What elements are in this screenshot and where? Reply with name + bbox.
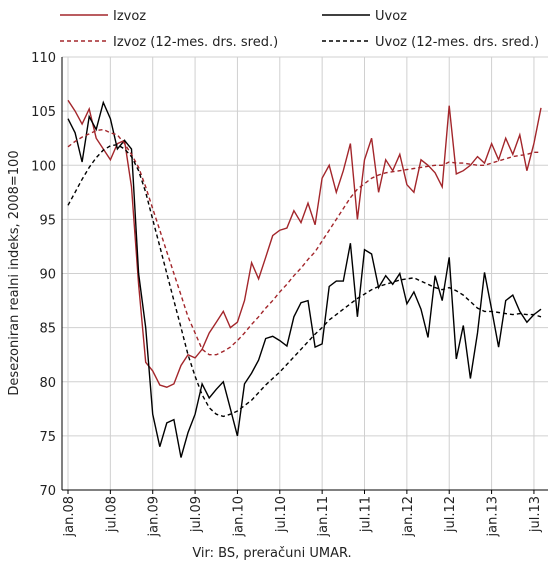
x-tick-label: jan.11 <box>316 496 331 538</box>
series-line <box>67 99 542 388</box>
y-tick-label: 95 <box>39 213 56 228</box>
y-tick-label: 90 <box>39 268 56 283</box>
series-line <box>67 100 542 458</box>
y-tick-label: 105 <box>31 105 56 120</box>
x-tick-label: jul.11 <box>359 496 374 533</box>
legend-label: Izvoz <box>113 9 146 24</box>
legend-label: Izvoz (12-mes. drs. sred.) <box>113 35 278 50</box>
y-tick-label: 70 <box>39 484 56 499</box>
legend-label: Uvoz (12-mes. drs. sred.) <box>375 35 539 50</box>
x-tick-label: jan.10 <box>231 496 246 538</box>
x-tick-label: jan.08 <box>62 496 77 538</box>
x-tick-label: jul.09 <box>189 496 204 533</box>
y-tick-label: 100 <box>31 159 56 174</box>
x-tick-label: jul.12 <box>443 496 458 533</box>
x-tick-label: jan.09 <box>147 496 162 538</box>
y-tick-label: 85 <box>39 322 56 337</box>
x-tick-label: jan.12 <box>401 496 416 538</box>
y-tick-label: 75 <box>39 430 56 445</box>
y-tick-label: 80 <box>39 376 56 391</box>
series-line <box>67 143 542 418</box>
x-tick-label: jan.13 <box>486 496 501 538</box>
y-tick-label: 110 <box>31 51 56 66</box>
y-axis-label: Desezoniran realni indeks, 2008=100 <box>7 150 22 395</box>
x-tick-label: jul.08 <box>104 496 119 533</box>
x-tick-label: jul.13 <box>528 496 543 533</box>
x-tick-label: jul.10 <box>274 496 289 533</box>
source: Vir: BS, preračuni UMAR. <box>192 546 351 561</box>
series-line <box>67 128 541 356</box>
legend-label: Uvoz <box>375 9 407 24</box>
